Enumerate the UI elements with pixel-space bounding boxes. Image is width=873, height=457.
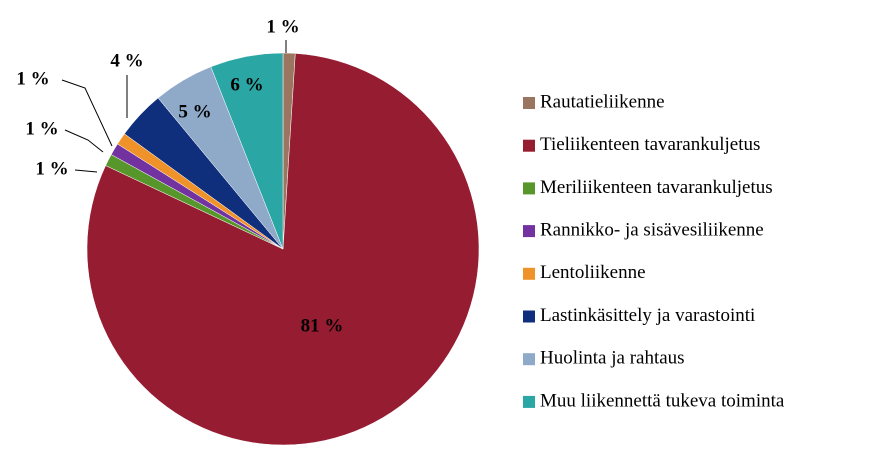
leader-line (74, 169, 98, 173)
legend-label: Huolinta ja rahtaus (540, 348, 685, 369)
data-label: 6 % (230, 74, 263, 95)
data-label: 1 % (16, 68, 49, 89)
legend-swatch (523, 97, 535, 109)
legend-swatch (523, 267, 535, 280)
leader-line (61, 79, 113, 147)
pie-slice (86, 53, 480, 446)
legend-label: Tieliikenteen tavarankuljetus (540, 134, 760, 155)
data-label: 1 % (266, 16, 299, 37)
legend-label: Muu liikennettä tukeva toiminta (540, 390, 785, 411)
data-label: 5 % (178, 101, 211, 122)
legend-label: Meriliikenteen tavarankuljetus (540, 177, 773, 198)
legend-label: Rautatieliikenne (540, 91, 665, 112)
leader-line (64, 129, 104, 153)
data-label: 4 % (110, 50, 143, 71)
legend-label: Rannikko- ja sisävesiliikenne (540, 219, 764, 240)
data-label: 1 % (35, 158, 68, 179)
data-label: 81 % (301, 315, 344, 336)
legend-swatch (523, 182, 535, 195)
legend-swatch (523, 395, 535, 408)
legend-swatch (523, 139, 535, 152)
legend-swatch (523, 353, 535, 366)
legend-label: Lentoliikenne (540, 262, 646, 283)
data-label: 1 % (25, 118, 58, 139)
legend-label: Lastinkäsittely ja varastointi (540, 305, 755, 326)
legend-swatch (523, 225, 535, 238)
pie-slice (210, 52, 284, 250)
legend-swatch (523, 310, 535, 323)
